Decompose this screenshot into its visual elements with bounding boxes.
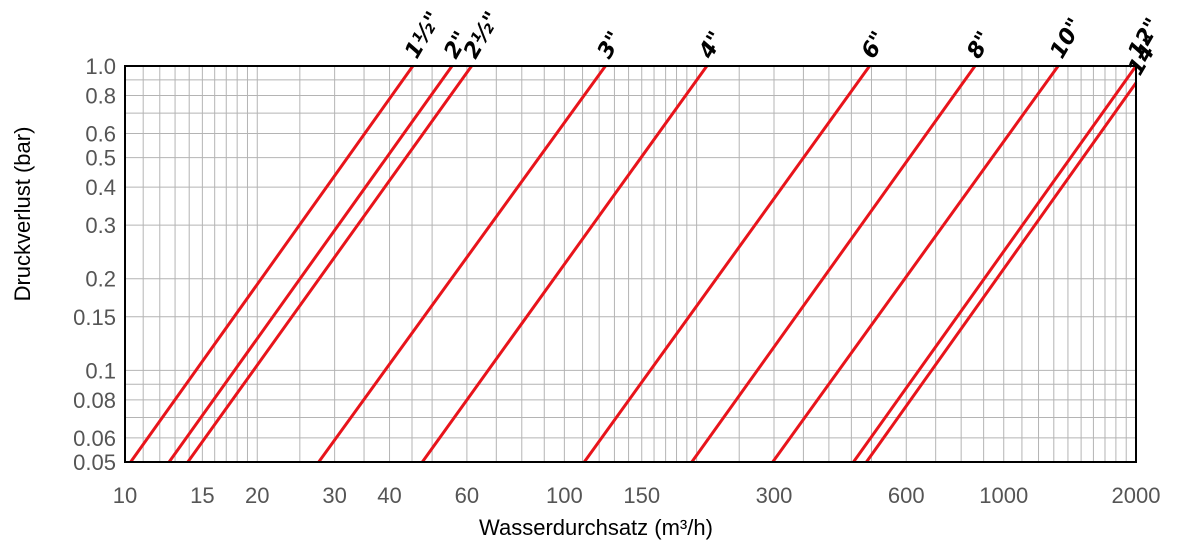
series-line [852, 65, 1138, 463]
series-lines [129, 65, 1138, 463]
series-line [186, 65, 473, 463]
y-tick-label: 0.8 [85, 83, 116, 108]
y-tick-label: 0.5 [85, 146, 116, 171]
series-line [317, 65, 607, 463]
series-line [167, 65, 454, 463]
x-axis-title: Wasserdurchsatz (m³/h) [479, 515, 713, 540]
x-tick-label: 10 [113, 483, 137, 508]
series-line [129, 65, 415, 463]
y-tick-label: 0.15 [73, 305, 116, 330]
x-tick-labels: 10 15 20 30 40 60 100 150 300 600 1000 2000 [113, 483, 1161, 508]
x-tick-label: 600 [888, 483, 925, 508]
y-tick-label: 0.3 [85, 213, 116, 238]
y-tick-label: 1.0 [85, 54, 116, 79]
series-label: 10" [1046, 14, 1089, 63]
series-line [865, 82, 1138, 463]
y-tick-label: 0.2 [85, 267, 116, 292]
series-label: 1½" [400, 8, 446, 63]
x-tick-label: 20 [245, 483, 269, 508]
x-tick-label: 30 [322, 483, 346, 508]
x-tick-label: 2000 [1112, 483, 1161, 508]
y-tick-label: 0.4 [85, 175, 116, 200]
y-tick-labels: 1.0 0.8 0.60.5 0.4 0.3 0.2 0.15 0.1 0.08 0.060.05 [73, 54, 116, 475]
series-line [690, 65, 977, 463]
x-tick-label: 300 [756, 483, 793, 508]
x-tick-label: 60 [455, 483, 479, 508]
series-line [771, 65, 1060, 463]
y-tick-label: 0.1 [85, 358, 116, 383]
x-tick-label: 150 [623, 483, 660, 508]
series-line [421, 65, 709, 463]
x-tick-label: 15 [190, 483, 214, 508]
series-labels: 1½"2"2½" 3" 4" 6" 8" 10" 12"14" [400, 8, 1166, 80]
y-tick-label: 0.05 [73, 450, 116, 475]
grid-layer [124, 65, 1137, 463]
plot-frame [124, 65, 1137, 463]
y-axis-title: Druckverlust (bar) [10, 127, 35, 302]
y-tick-label: 0.08 [73, 388, 116, 413]
y-tick-label: 0.6 [85, 122, 116, 147]
x-tick-label: 1000 [979, 483, 1028, 508]
x-tick-label: 100 [546, 483, 583, 508]
series-label: 3" [593, 27, 628, 63]
y-tick-label: 0.06 [73, 426, 116, 451]
series-label: 6" [857, 27, 892, 63]
series-line [583, 65, 871, 463]
series-label: 4" [694, 27, 730, 64]
series-label: 8" [963, 27, 998, 63]
x-tick-label: 40 [377, 483, 401, 508]
